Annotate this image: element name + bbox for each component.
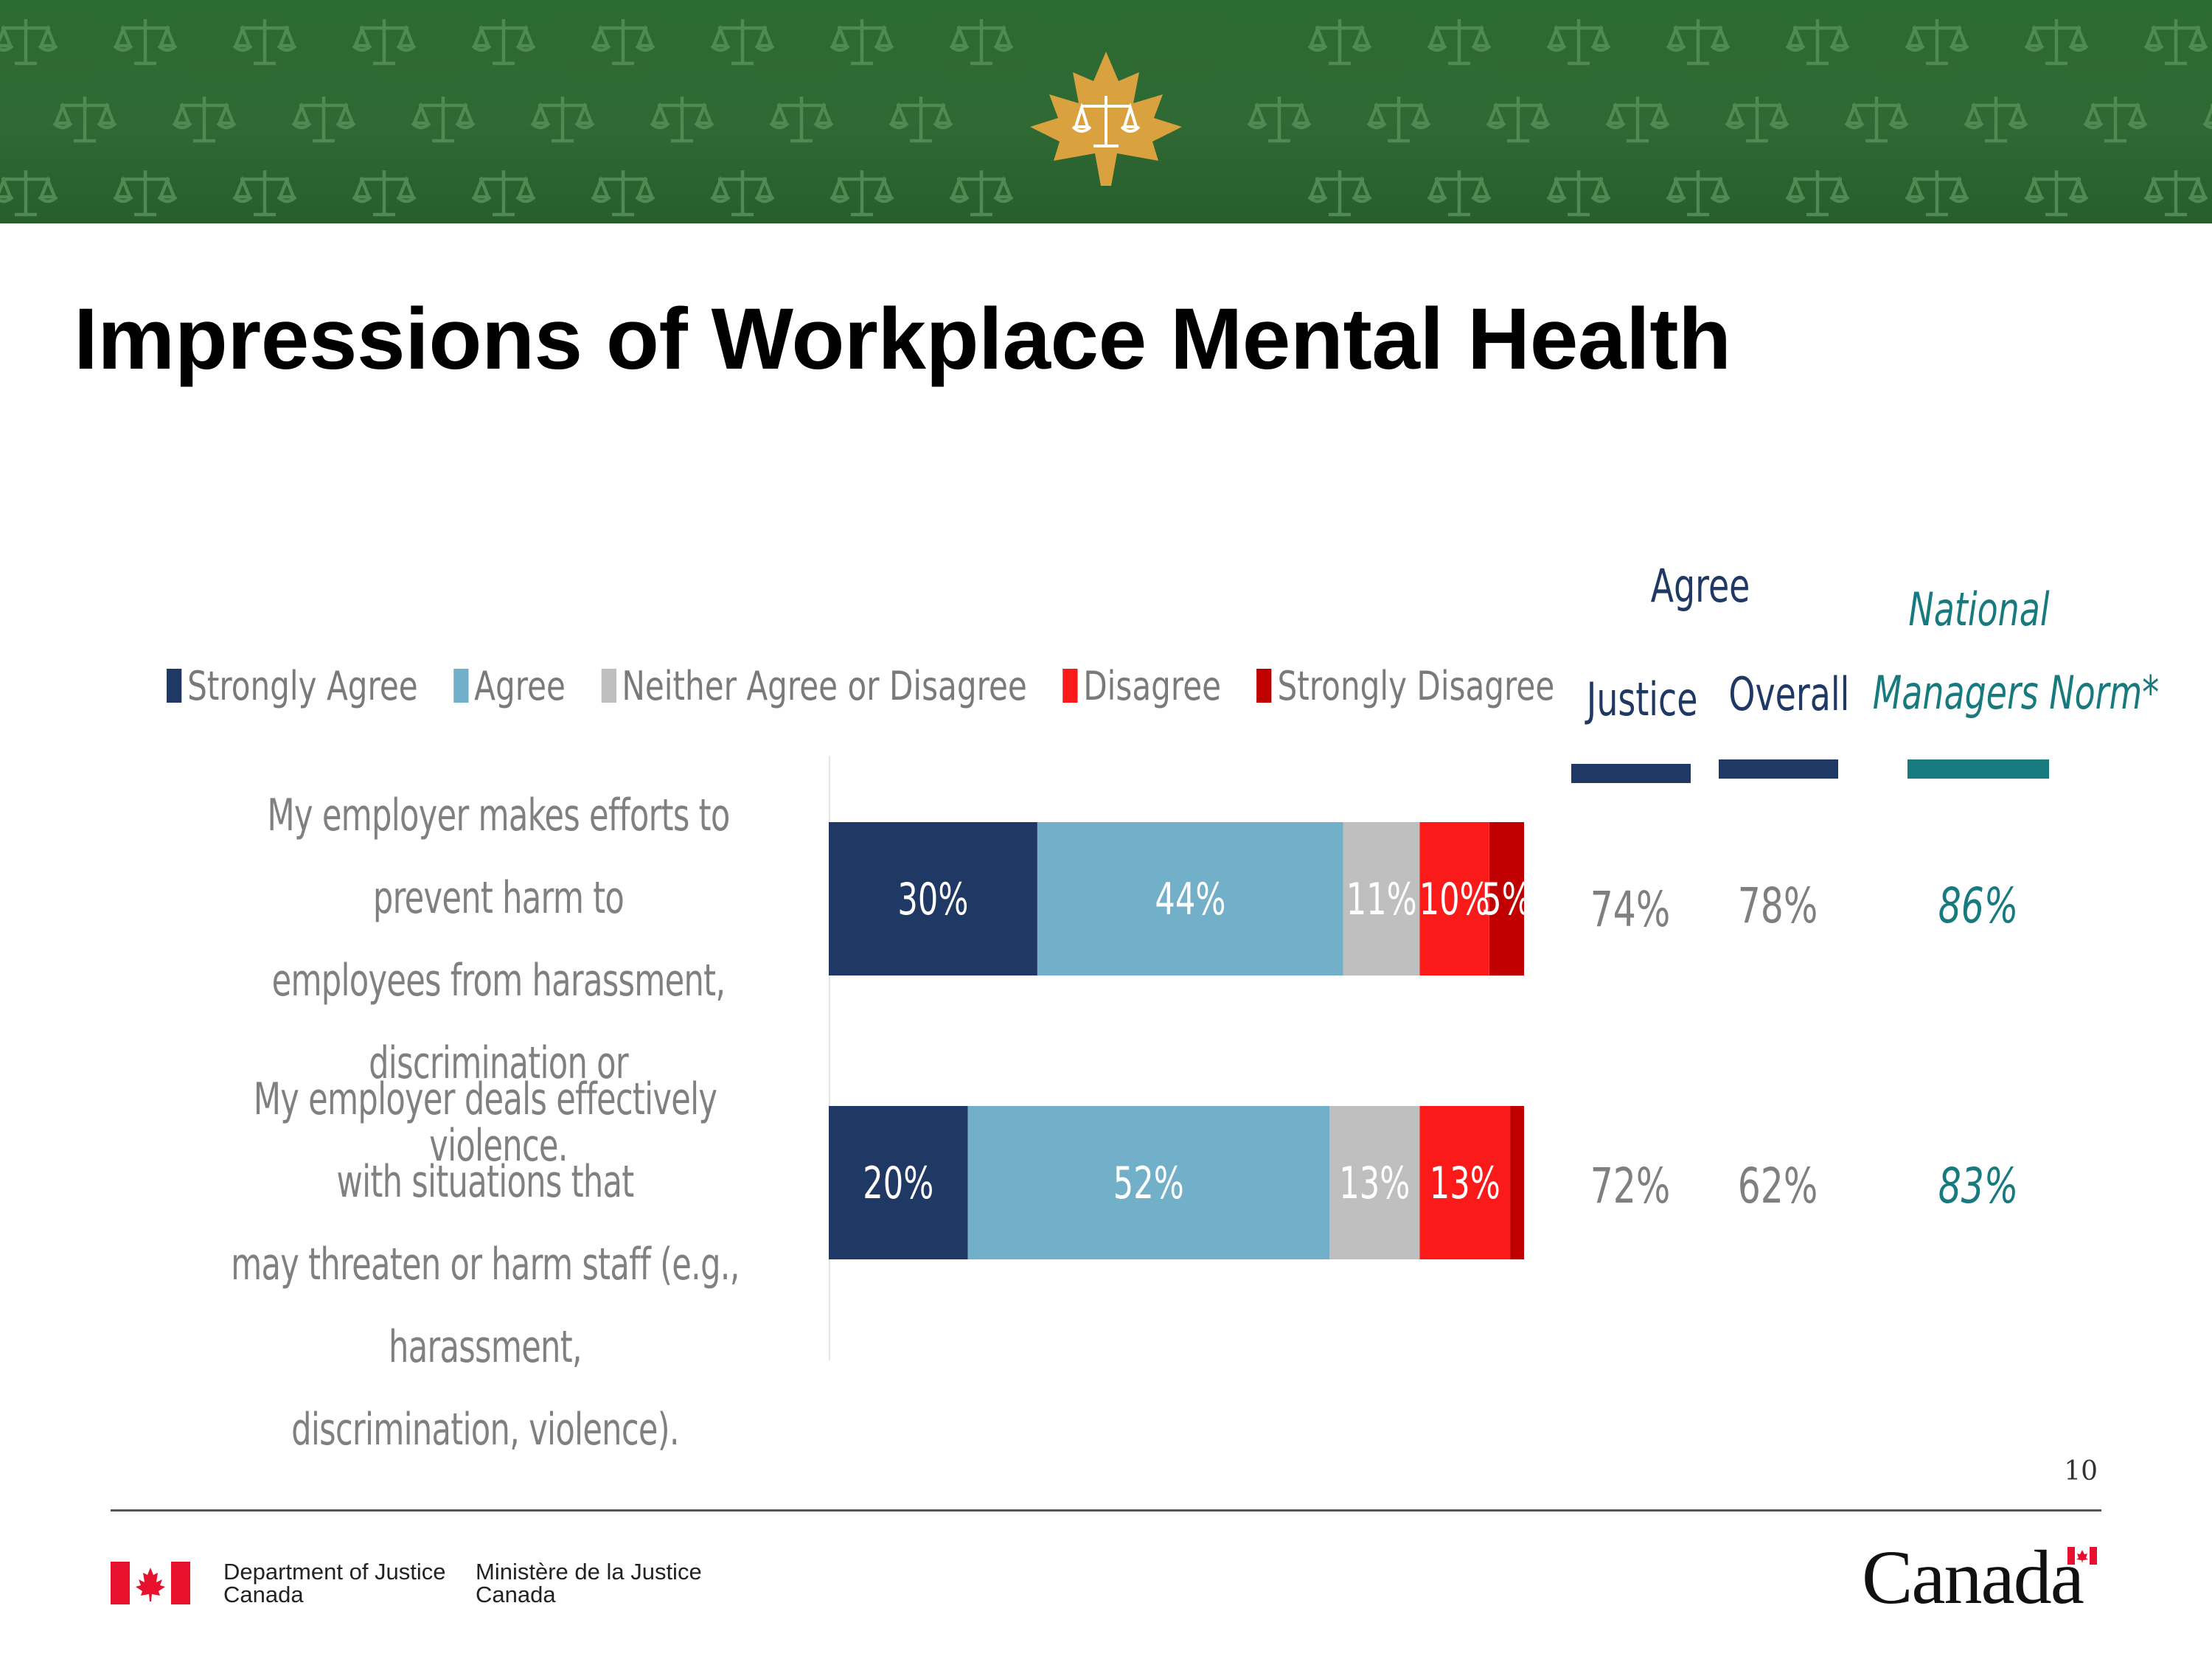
overall-value: 78% — [1737, 877, 1818, 934]
legend-swatch — [1062, 669, 1078, 703]
category-label-line: may threaten or harm staff (e.g., harass… — [231, 1239, 740, 1373]
maple-leaf-scales-icon — [1030, 52, 1182, 186]
category-label: My employer deals effectively with situa… — [230, 1058, 740, 1471]
bar-segment — [1510, 1106, 1524, 1259]
category-label-line: employees from harassment, discriminatio… — [271, 955, 726, 1089]
justice-value: 72% — [1590, 1158, 1671, 1214]
bar-segment — [1489, 822, 1524, 975]
category-label-line: violence. — [429, 1120, 568, 1172]
data-label: 30% — [897, 874, 968, 925]
data-label: 13% — [1430, 1158, 1500, 1209]
justice-column-bar — [1571, 764, 1691, 783]
agree-group-heading: Agree — [1650, 559, 1750, 613]
bar-segment — [967, 1106, 1329, 1259]
bar-segment — [1037, 822, 1343, 975]
legend-item: Strongly Agree — [167, 663, 418, 709]
legend-swatch — [601, 669, 616, 703]
overall-column-heading: Overall — [1728, 667, 1850, 721]
overall-column-bar — [1719, 759, 1838, 779]
dept-en-line: Canada — [223, 1582, 304, 1607]
bar-segment — [1343, 822, 1420, 975]
legend-item: Disagree — [1062, 663, 1221, 709]
page-title: Impressions of Workplace Mental Health — [74, 291, 1731, 388]
dept-fr-line: Canada — [476, 1582, 556, 1607]
category-label-line: My employer makes efforts to prevent har… — [267, 790, 730, 924]
department-name-en: Department of Justice Canada — [223, 1560, 446, 1606]
chart-legend: Strongly Agree Agree Neither Agree or Disa… — [167, 656, 1590, 715]
legend-label: Disagree — [1083, 662, 1222, 709]
legend-swatch — [1256, 669, 1272, 703]
category-label: My employer makes efforts to prevent har… — [243, 774, 753, 1187]
department-name-fr: Ministère de la Justice Canada — [476, 1560, 702, 1606]
data-label: 13% — [1339, 1158, 1410, 1209]
legend-swatch — [167, 669, 182, 703]
bar-segment — [829, 822, 1037, 975]
data-label: 5% — [1481, 874, 1532, 925]
norm-heading-line: National — [1908, 582, 2050, 636]
overall-value: 62% — [1737, 1158, 1818, 1214]
data-label: 11% — [1346, 874, 1417, 925]
data-label: 52% — [1113, 1158, 1184, 1209]
header-banner — [0, 0, 2212, 223]
bar-segment — [1329, 1106, 1420, 1259]
legend-item: Agree — [453, 663, 566, 709]
norm-value: 86% — [1938, 877, 2019, 934]
legend-label: Strongly Agree — [187, 662, 418, 709]
norm-value: 83% — [1938, 1158, 2019, 1214]
data-label: 20% — [863, 1158, 933, 1209]
page-number: 10 — [2064, 1456, 2098, 1486]
data-label: 10% — [1419, 874, 1490, 925]
norm-column-bar — [1907, 759, 2049, 779]
data-label: 44% — [1155, 874, 1225, 925]
category-label-line: My employer deals effectively with situa… — [253, 1074, 717, 1208]
dept-fr-line: Ministère de la Justice — [476, 1559, 702, 1585]
legend-item: Strongly Disagree — [1256, 663, 1554, 709]
category-axis-line — [829, 756, 830, 1360]
canada-wordmark: Canada — [1862, 1535, 2084, 1620]
dept-en-line: Department of Justice — [223, 1559, 446, 1585]
legend-label: Neither Agree or Disagree — [622, 662, 1027, 709]
wordmark-flag-icon — [2067, 1547, 2097, 1565]
norm-heading-line: Managers Norm* — [1872, 666, 2160, 720]
legend-swatch — [453, 669, 469, 703]
category-label-line: discrimination, violence). — [291, 1404, 679, 1455]
legend-item: Neither Agree or Disagree — [601, 663, 1027, 709]
footer-divider — [111, 1509, 2101, 1512]
bar-segment — [1419, 822, 1489, 975]
norm-column-heading: National Managers Norm* — [1872, 582, 2160, 720]
justice-column-heading: Justice — [1586, 672, 1698, 726]
canada-flag-icon — [111, 1562, 190, 1604]
justice-value: 74% — [1590, 881, 1671, 938]
legend-label: Agree — [474, 662, 566, 709]
bar-segment — [1419, 1106, 1511, 1259]
stacked-bar-chart: 30% 44% 11% 10%5% 20% 52% 13% 13% — [829, 822, 1532, 1259]
bar-segment — [829, 1106, 968, 1259]
legend-label: Strongly Disagree — [1277, 662, 1555, 709]
